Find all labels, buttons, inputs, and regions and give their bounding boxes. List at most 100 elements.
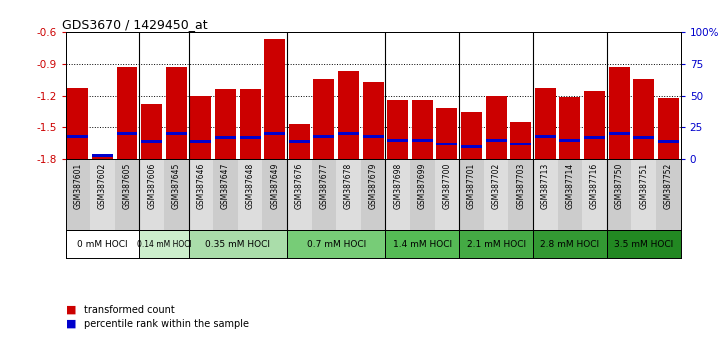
Bar [289, 140, 309, 143]
Bar [560, 97, 580, 159]
Bar [560, 139, 580, 142]
Text: GSM387677: GSM387677 [320, 163, 328, 209]
Bar [189, 230, 287, 258]
Bar [166, 67, 186, 159]
Bar [535, 135, 555, 138]
Bar [633, 136, 654, 139]
Bar [289, 124, 309, 159]
Text: 2.1 mM HOCl: 2.1 mM HOCl [467, 240, 526, 249]
Bar [363, 135, 384, 138]
Bar [582, 159, 607, 230]
Text: GSM387649: GSM387649 [270, 163, 279, 209]
Bar [584, 136, 605, 139]
Bar [609, 67, 630, 159]
Bar [633, 79, 654, 159]
Bar [139, 159, 164, 230]
Bar [68, 88, 88, 159]
Text: GSM387606: GSM387606 [147, 163, 156, 209]
Bar [338, 132, 359, 135]
Text: GSM387701: GSM387701 [467, 163, 476, 209]
Bar [510, 143, 531, 145]
Bar [410, 159, 435, 230]
Bar [191, 96, 211, 159]
Bar [656, 159, 681, 230]
Bar [141, 104, 162, 159]
Text: GSM387713: GSM387713 [541, 163, 550, 209]
Bar [240, 89, 261, 159]
Bar [338, 71, 359, 159]
Bar [437, 108, 457, 159]
Bar [240, 136, 261, 139]
Text: GSM387703: GSM387703 [516, 163, 525, 209]
Text: GSM387646: GSM387646 [197, 163, 205, 209]
Bar [191, 140, 211, 143]
Bar [385, 230, 459, 258]
Bar [535, 88, 555, 159]
Bar [115, 159, 139, 230]
Bar [166, 132, 186, 135]
Bar [461, 145, 482, 148]
Bar [486, 96, 507, 159]
Bar [92, 154, 113, 157]
Text: transformed count: transformed count [84, 305, 175, 315]
Bar [164, 159, 189, 230]
Text: GSM387647: GSM387647 [221, 163, 230, 209]
Text: GSM387699: GSM387699 [418, 163, 427, 209]
Text: GSM387648: GSM387648 [245, 163, 255, 209]
Text: 1.4 mM HOCl: 1.4 mM HOCl [392, 240, 452, 249]
Bar [363, 82, 384, 159]
Bar [66, 230, 139, 258]
Text: GSM387679: GSM387679 [368, 163, 378, 209]
Bar [336, 159, 361, 230]
Bar [631, 159, 656, 230]
Bar [361, 159, 385, 230]
Text: GSM387676: GSM387676 [295, 163, 304, 209]
Bar [312, 159, 336, 230]
Text: percentile rank within the sample: percentile rank within the sample [84, 319, 249, 329]
Bar [533, 230, 607, 258]
Bar [139, 230, 189, 258]
Bar [238, 159, 262, 230]
Bar [533, 159, 558, 230]
Text: GSM387750: GSM387750 [614, 163, 624, 209]
Bar [437, 143, 457, 145]
Bar [66, 159, 90, 230]
Bar [461, 112, 482, 159]
Bar [213, 159, 238, 230]
Text: GDS3670 / 1429450_at: GDS3670 / 1429450_at [63, 18, 208, 31]
Bar [90, 159, 115, 230]
Text: GSM387605: GSM387605 [122, 163, 132, 209]
Bar [116, 132, 138, 135]
Bar [510, 122, 531, 159]
Text: 0.7 mM HOCl: 0.7 mM HOCl [306, 240, 365, 249]
Text: 0 mM HOCl: 0 mM HOCl [77, 240, 127, 249]
Text: GSM387678: GSM387678 [344, 163, 353, 209]
Bar [459, 230, 533, 258]
Text: GSM387751: GSM387751 [639, 163, 648, 209]
Bar [215, 89, 236, 159]
Text: 3.5 mM HOCl: 3.5 mM HOCl [614, 240, 673, 249]
Text: GSM387752: GSM387752 [664, 163, 673, 209]
Bar [584, 91, 605, 159]
Text: GSM387602: GSM387602 [98, 163, 107, 209]
Text: 0.35 mM HOCl: 0.35 mM HOCl [205, 240, 270, 249]
Bar [116, 67, 138, 159]
Bar [412, 100, 432, 159]
Bar [68, 135, 88, 138]
Text: GSM387714: GSM387714 [566, 163, 574, 209]
Bar [607, 159, 631, 230]
Text: 0.14 mM HOCl: 0.14 mM HOCl [137, 240, 191, 249]
Bar [385, 159, 410, 230]
Bar [486, 139, 507, 142]
Text: ■: ■ [66, 319, 76, 329]
Bar [558, 159, 582, 230]
Bar [264, 39, 285, 159]
Bar [141, 140, 162, 143]
Bar [435, 159, 459, 230]
Bar [314, 135, 334, 138]
Bar [459, 159, 484, 230]
Text: GSM387702: GSM387702 [491, 163, 501, 209]
Bar [92, 156, 113, 159]
Bar [287, 159, 312, 230]
Text: GSM387698: GSM387698 [393, 163, 402, 209]
